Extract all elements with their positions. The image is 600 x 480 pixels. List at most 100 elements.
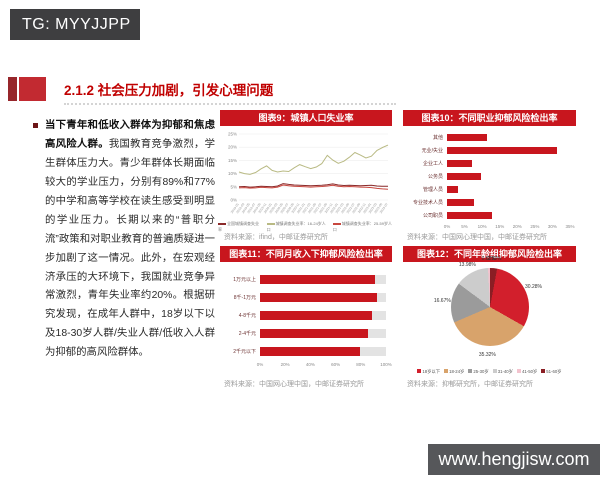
chart-9-source: 资料来源：ifind，中邮证券研究所 — [224, 234, 328, 241]
bar — [260, 292, 378, 302]
bar-track — [260, 274, 386, 284]
legend-label: 城镇调查失业率：16-24岁人口 — [266, 221, 326, 232]
chart-11-source: 资料来源：中国网心理中国，中邮证券研究所 — [224, 381, 364, 388]
legend-item: 51-60岁 — [541, 369, 562, 375]
chart-12-pie — [451, 268, 529, 346]
legend-item: 城镇调查失业率：16-24岁人口 — [266, 221, 328, 233]
bar-row: 公务员 — [401, 170, 578, 183]
legend-label: 41-50岁 — [521, 369, 538, 374]
svg-text:2019-05: 2019-05 — [241, 202, 251, 214]
axis-tick-label: 20% — [512, 224, 522, 229]
svg-text:2020-03: 2020-03 — [268, 202, 278, 214]
svg-text:0%: 0% — [230, 198, 237, 203]
axis-tick-label: 100% — [380, 362, 392, 367]
axis-tick-label: 60% — [331, 362, 341, 367]
bullet-icon — [33, 123, 38, 128]
bar-track — [260, 328, 386, 338]
legend-item: 25-30岁 — [468, 369, 489, 375]
bar-track — [447, 186, 570, 193]
bar-row: 8千-1万元 — [218, 288, 394, 306]
legend-label: 18-24岁 — [449, 369, 465, 374]
legend-item: 18岁以下 — [417, 369, 440, 375]
axis-tick-label: 20% — [280, 362, 290, 367]
legend-item: 18-24岁 — [444, 369, 464, 375]
bar — [447, 186, 459, 193]
legend-item: 城镇调查失业率：25-59岁人口 — [332, 221, 394, 233]
chart-11-title: 图表11：不同月收入下抑郁风险检出率 — [220, 246, 392, 262]
website-watermark-banner: www.hengjisw.com — [428, 444, 600, 475]
bar-row: 企业工人 — [401, 157, 578, 170]
axis-tick-label: 25% — [530, 224, 540, 229]
bar — [260, 328, 369, 338]
chart-12-pie-area: 2.93% 30.28% 35.32% 16.67% 13.98% 0.82% — [401, 256, 578, 362]
legend-line-swatch — [332, 223, 341, 225]
legend-label: 18岁以下 — [422, 369, 441, 374]
pie-slice-label: 35.32% — [478, 351, 496, 358]
chart-10-bars: 其他 无业/失业 企业工人 公务员 管理人员 专业技术人员 公司职员 — [401, 131, 578, 222]
axis-tick-label: 0% — [256, 362, 264, 367]
pie-slice-label: 13.98% — [458, 261, 476, 268]
legend-item: 41-50岁 — [516, 369, 538, 375]
body-text-column: 当下青年和低收入群体为抑郁和焦虑高风险人群。我国教育竞争激烈，学生群体压力大。青… — [30, 117, 215, 363]
legend-square-swatch — [444, 369, 449, 373]
svg-text:2020-05: 2020-05 — [274, 202, 284, 214]
bar-row: 2-4千元 — [218, 324, 394, 342]
chart-10-title: 图表10：不同职业抑郁风险检出率 — [403, 110, 576, 126]
bar — [447, 199, 475, 206]
bar-row: 管理人员 — [401, 183, 578, 196]
svg-text:5%: 5% — [230, 184, 237, 189]
svg-text:2022-11: 2022-11 — [357, 202, 367, 214]
bar-track — [447, 160, 570, 167]
bar — [447, 212, 493, 219]
bar-category-label: 其他 — [432, 135, 443, 141]
bar — [260, 274, 375, 284]
tg-watermark-banner: TG: MYYJJPP — [10, 9, 140, 40]
bar-row: 4-8千元 — [218, 306, 394, 324]
legend-square-swatch — [492, 369, 497, 373]
axis-tick-label: 40% — [305, 362, 315, 367]
chart-11-bars: 1万元以上 8千-1万元 4-8千元 2-4千元 2千元以下 — [218, 270, 394, 360]
section-title: 2.1.2 社会压力加剧，引发心理问题 — [64, 83, 274, 98]
svg-text:2021-09: 2021-09 — [318, 202, 328, 214]
svg-text:2019-09: 2019-09 — [252, 202, 262, 214]
bar-category-label: 2千元以下 — [233, 348, 256, 355]
svg-text:25%: 25% — [228, 132, 237, 137]
bar-category-label: 4-8千元 — [238, 312, 256, 319]
svg-text:2023-01: 2023-01 — [362, 202, 372, 214]
bar-track — [447, 134, 570, 141]
chart-10-panel: 图表10：不同职业抑郁风险检出率 其他 无业/失业 企业工人 公务员 管理人员 专业技术人… — [401, 110, 578, 244]
bar-row: 其他 — [401, 131, 578, 144]
svg-text:2019-11: 2019-11 — [258, 202, 268, 214]
axis-tick-label: 15% — [495, 224, 505, 229]
bar — [447, 147, 557, 154]
legend-label: 城镇调查失业率：25-59岁人口 — [332, 221, 393, 232]
paragraph-lead: 当下青年和低收入群体为抑郁和焦虑高风险人群。 — [45, 120, 215, 150]
svg-text:2021-03: 2021-03 — [302, 202, 312, 214]
legend-square-swatch — [541, 369, 546, 373]
legend-square-swatch — [417, 369, 422, 373]
axis-tick-label: 80% — [356, 362, 366, 367]
svg-text:2021-05: 2021-05 — [307, 202, 317, 214]
bar — [260, 346, 360, 356]
chart-12-panel: 图表12：不同年龄组抑郁风险检出率 2.93% 30.28% 35.32% 16.67… — [401, 246, 578, 391]
svg-text:2022-07: 2022-07 — [346, 202, 356, 214]
bar-track — [447, 212, 570, 219]
bar-category-label: 企业工人 — [422, 161, 443, 167]
title-accent-red — [19, 77, 46, 101]
legend-label: 全国城镇调查失业率 — [218, 221, 259, 232]
legend-square-swatch — [516, 369, 521, 373]
bar — [447, 160, 473, 167]
chart-9-title: 图表9：城镇人口失业率 — [220, 110, 392, 126]
chart-11-panel: 图表11：不同月收入下抑郁风险检出率 1万元以上 8千-1万元 4-8千元 2-4千元… — [218, 246, 394, 391]
bar-category-label: 2-4千元 — [238, 330, 256, 337]
svg-text:2022-09: 2022-09 — [351, 202, 361, 214]
legend-square-swatch — [468, 369, 473, 373]
svg-text:2020-07: 2020-07 — [279, 202, 289, 214]
svg-text:2022-05: 2022-05 — [340, 202, 350, 214]
svg-text:2020-11: 2020-11 — [291, 202, 301, 214]
pie-slice-label: 30.28% — [525, 283, 542, 290]
svg-text:2021-07: 2021-07 — [313, 202, 323, 214]
chart-9-line-plot: 0%5%10%15%20%25%2019-012019-032019-05201… — [228, 132, 389, 215]
bar-track — [447, 147, 570, 154]
bar-category-label: 公务员 — [427, 174, 443, 180]
